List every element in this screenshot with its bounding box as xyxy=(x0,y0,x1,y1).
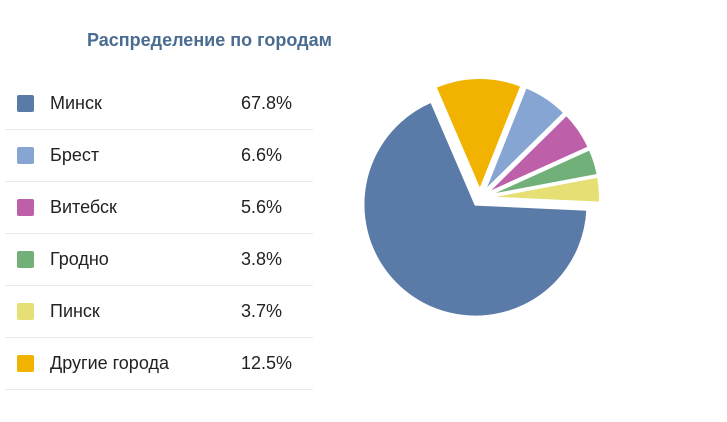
legend-item-grodno: Гродно 3.8% xyxy=(5,234,313,286)
legend-label: Брест xyxy=(50,145,100,165)
legend-label: Минск xyxy=(50,93,102,113)
legend-value: 67.8% xyxy=(241,93,293,113)
legend-value: 6.6% xyxy=(241,145,283,165)
legend-value: 3.7% xyxy=(241,301,283,321)
legend-label: Витебск xyxy=(50,197,117,217)
legend-item-pinsk: Пинск 3.7% xyxy=(5,286,313,338)
pie-chart xyxy=(362,77,601,318)
legend: Минск 67.8% Брест 6.6% Витебск 5.6% Грод… xyxy=(5,78,313,390)
legend-item-brest: Брест 6.6% xyxy=(5,130,313,182)
pie-slice-grodno xyxy=(487,148,599,197)
pie-slice-minsk xyxy=(362,100,589,318)
legend-swatch xyxy=(17,199,34,216)
legend-swatch xyxy=(17,95,34,112)
pie-slice-pinsk xyxy=(487,175,601,204)
legend-swatch xyxy=(17,251,34,268)
legend-swatch xyxy=(17,303,34,320)
legend-swatch xyxy=(17,355,34,372)
legend-label: Другие города xyxy=(50,353,169,373)
legend-label: Гродно xyxy=(50,249,109,269)
legend-item-vitebsk: Витебск 5.6% xyxy=(5,182,313,234)
pie-slice-brest xyxy=(483,85,566,193)
legend-value: 12.5% xyxy=(241,353,293,373)
legend-value: 3.8% xyxy=(241,249,283,269)
chart-title: Распределение по городам xyxy=(87,30,332,50)
legend-label: Пинск xyxy=(50,301,100,321)
pie-chart-area xyxy=(340,60,640,360)
legend-swatch xyxy=(17,147,34,164)
legend-item-other-cities: Другие города 12.5% xyxy=(5,338,313,390)
pie-slice-vitebsk xyxy=(485,113,590,195)
legend-value: 5.6% xyxy=(241,197,283,217)
pie-slice-other-cities xyxy=(434,77,523,193)
legend-item-minsk: Минск 67.8% xyxy=(5,78,313,130)
